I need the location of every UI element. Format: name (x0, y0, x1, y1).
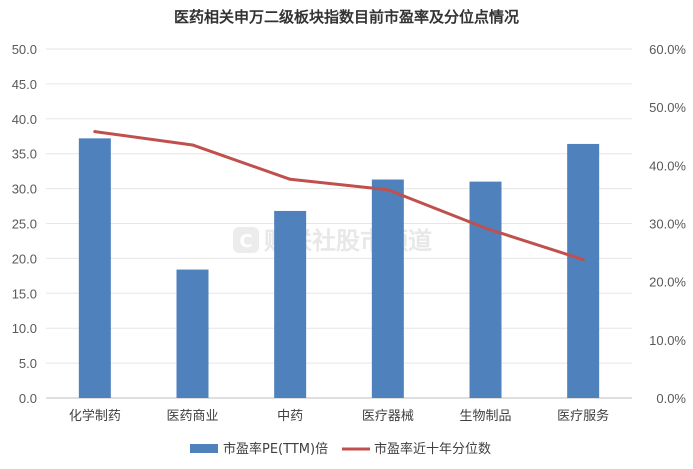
right-tick-label: 50.0% (649, 100, 686, 115)
left-tick-label: 20.0 (12, 251, 37, 266)
left-tick-label: 30.0 (12, 182, 37, 197)
right-tick-label: 30.0% (649, 217, 686, 232)
left-tick-label: 0.0 (19, 391, 37, 406)
watermark-logo-letter: C (239, 231, 252, 252)
left-axis-ticks: 0.0 5.0 10.0 15.0 20.0 25.0 30.0 35.0 40.0 45.0 50… (12, 42, 37, 406)
line-point-5 (484, 226, 487, 230)
bar-6 (567, 143, 600, 398)
watermark-logo (233, 227, 259, 253)
category-label: 医药商业 (166, 409, 218, 424)
left-tick-label: 15.0 (12, 286, 37, 301)
legend-label-bar: 市盈率PE(TTM)倍 (223, 441, 328, 457)
right-tick-label: 0.0% (656, 391, 686, 406)
category-label: 生物制品 (459, 409, 511, 424)
right-tick-label: 20.0% (649, 275, 686, 290)
bar-4 (371, 179, 404, 398)
line-point-4 (386, 188, 390, 192)
category-label: 医疗服务 (557, 408, 609, 424)
category-label: 化学制药 (69, 408, 121, 424)
line-point-1 (93, 130, 97, 134)
line-path (93, 130, 585, 262)
left-tick-label: 25.0 (12, 217, 37, 232)
left-tick-label: 35.0 (12, 147, 37, 162)
bar-2 (176, 269, 209, 398)
right-tick-label: 10.0% (649, 333, 686, 348)
line-series (93, 130, 585, 262)
gridlines (46, 48, 632, 399)
bar-3 (274, 210, 307, 398)
right-tick-label: 60.0% (649, 42, 686, 57)
left-tick-label: 40.0 (12, 112, 37, 127)
legend: 市盈率PE(TTM)倍 市盈率近十年分位数 (190, 441, 491, 457)
legend-label-line: 市盈率近十年分位数 (374, 441, 491, 457)
line-point-3 (288, 177, 292, 181)
category-label: 医疗器械 (362, 409, 414, 424)
right-axis-ticks: 0.0% 10.0% 20.0% 30.0% 40.0% 50.0% 60.0% (649, 42, 686, 406)
bar-1 (78, 138, 111, 398)
legend-swatch-bar (190, 444, 218, 453)
left-tick-label: 5.0 (19, 356, 37, 371)
right-tick-label: 40.0% (649, 158, 686, 173)
bar-series (78, 138, 600, 398)
category-labels: 化学制药 医药商业 中药 医疗器械 生物制品 医疗服务 (69, 408, 609, 424)
chart-title: 医药相关申万二级板块指数目前市盈率及分位点情况 (173, 8, 519, 26)
left-tick-label: 45.0 (12, 77, 37, 92)
left-tick-label: 10.0 (12, 321, 37, 336)
line-point-6 (581, 258, 585, 262)
category-label: 中药 (277, 409, 303, 424)
line-point-2 (191, 143, 194, 147)
left-tick-label: 50.0 (12, 42, 37, 57)
bar-5 (469, 181, 502, 398)
